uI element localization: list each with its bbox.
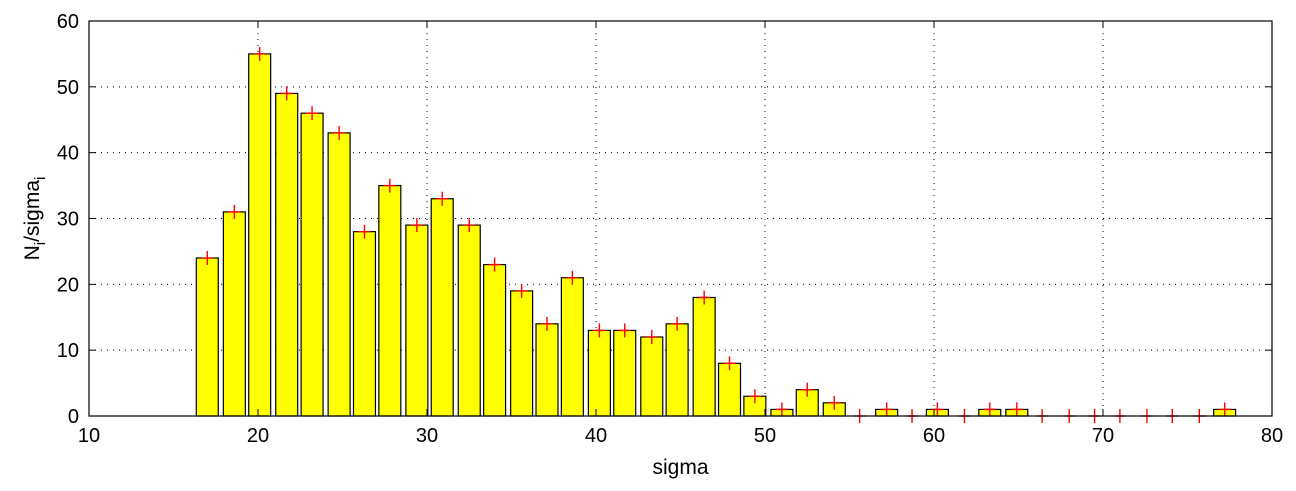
plus-marker	[463, 218, 476, 233]
y-tick-label: 20	[57, 274, 79, 296]
bars	[195, 53, 1237, 417]
plus-marker	[333, 125, 346, 140]
bar	[248, 53, 272, 417]
x-tick-label: 50	[754, 425, 776, 447]
plus-marker	[1218, 402, 1231, 417]
plus-marker	[801, 382, 814, 397]
plus-marker	[593, 323, 606, 338]
plus-marker	[828, 395, 841, 410]
y-axis-label: Ni/sigmai	[21, 177, 49, 261]
axis-ticks	[88, 20, 1273, 417]
y-label-sub2: i	[32, 177, 49, 180]
bar	[587, 329, 611, 417]
x-tick-label: 60	[923, 425, 945, 447]
plus-marker	[306, 106, 319, 121]
plus-marker	[618, 323, 631, 338]
y-label-sub: i	[32, 242, 49, 245]
plus-marker	[566, 270, 579, 285]
plus-marker	[358, 224, 371, 239]
y-tick-label: 0	[68, 406, 79, 428]
bar	[510, 290, 534, 417]
x-tick-label: 80	[1261, 425, 1283, 447]
y-tick-label: 40	[57, 143, 79, 165]
bar	[300, 112, 324, 417]
plus-marker	[253, 46, 266, 61]
bar	[640, 336, 664, 417]
plus-marker	[436, 191, 449, 206]
plus-marker	[410, 218, 423, 233]
bar	[457, 224, 481, 417]
y-tick-label: 50	[57, 77, 79, 99]
x-tick-label: 70	[1092, 425, 1114, 447]
bar	[483, 263, 507, 417]
bar	[222, 211, 246, 417]
bar	[327, 132, 351, 417]
plus-marker	[228, 204, 241, 219]
plus-marker	[983, 402, 996, 417]
x-tick-label: 30	[416, 425, 438, 447]
x-tick-label: 40	[585, 425, 607, 447]
plus-marker	[280, 86, 293, 101]
plus-marker	[698, 290, 711, 305]
y-tick-label: 30	[57, 209, 79, 231]
plus-marker	[775, 402, 788, 417]
plus-marker	[748, 389, 761, 404]
plus-marker	[671, 316, 684, 331]
plus-marker	[723, 356, 736, 371]
bar	[692, 296, 716, 417]
bar	[665, 323, 689, 417]
bar	[378, 184, 402, 417]
bar	[535, 323, 559, 417]
bar	[430, 198, 454, 417]
plus-marker	[931, 402, 944, 417]
plus-marker	[880, 402, 893, 417]
plus-marker	[201, 251, 214, 265]
plus-marker	[488, 257, 501, 272]
plus-marker	[645, 330, 658, 344]
bar	[195, 257, 219, 417]
bar	[560, 277, 584, 417]
y-tick-label: 10	[57, 340, 79, 362]
x-tick-label: 20	[247, 425, 269, 447]
plus-marker	[383, 178, 396, 193]
y-label-mid: /sigma	[21, 180, 44, 242]
plus-marker	[540, 316, 553, 331]
bar	[613, 329, 637, 417]
x-tick-label: 10	[78, 425, 100, 447]
plus-marker	[515, 283, 528, 298]
y-tick-label: 60	[57, 11, 79, 33]
bar	[405, 224, 429, 417]
plus-marker	[1010, 402, 1023, 417]
bar	[275, 92, 299, 417]
bar	[352, 231, 377, 417]
y-label-base: N	[21, 245, 44, 260]
bar	[717, 362, 742, 417]
x-axis-label: sigma	[652, 456, 708, 479]
